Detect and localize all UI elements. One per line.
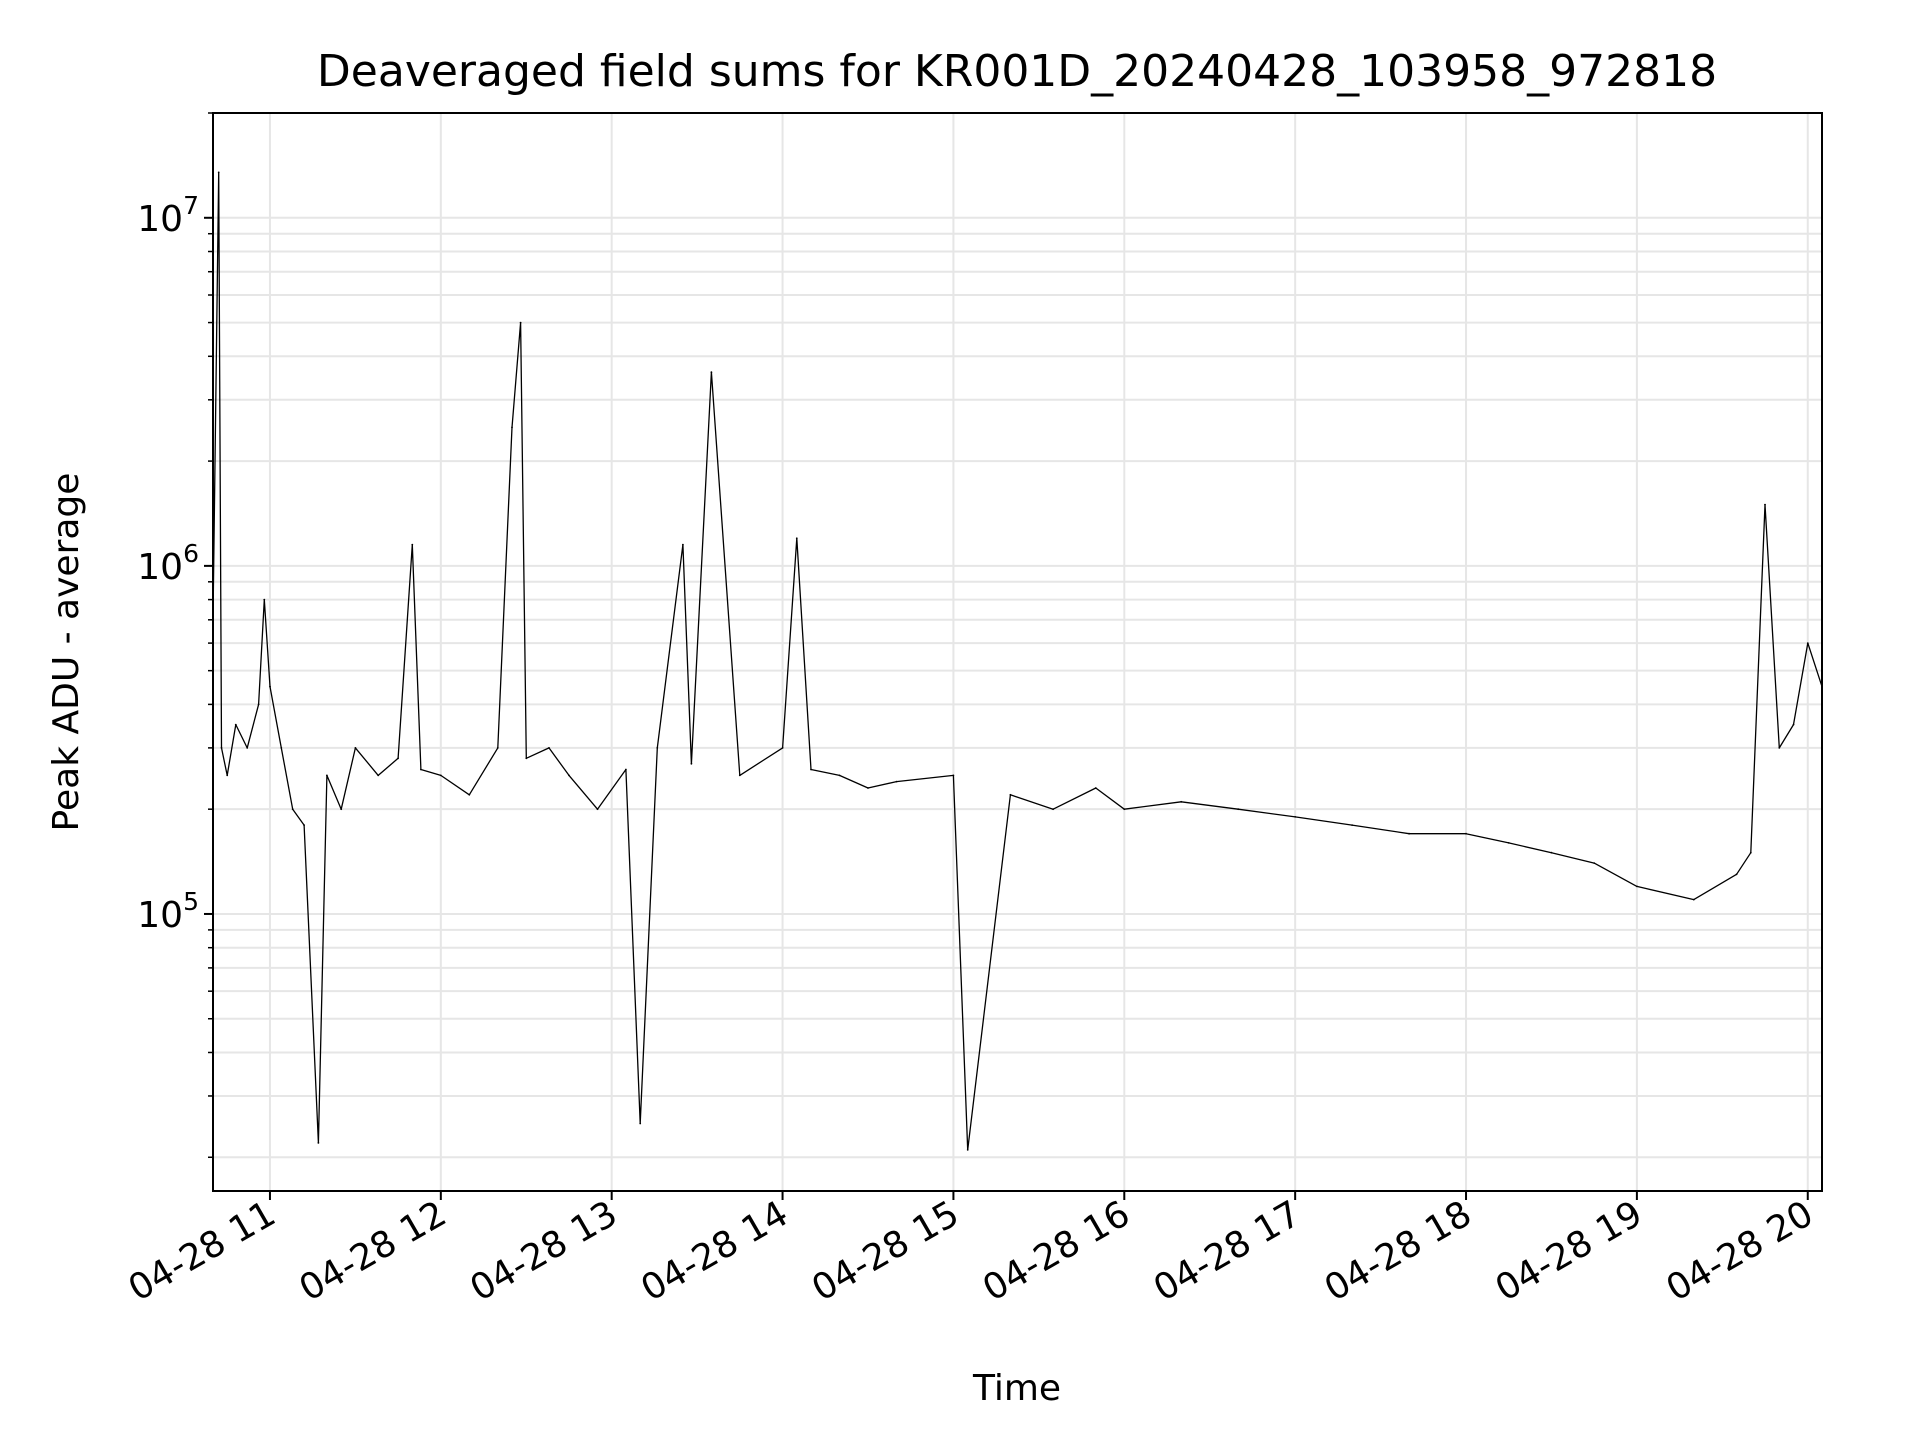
data-point [1778, 747, 1781, 749]
data-point [1351, 824, 1353, 826]
data-point [548, 747, 550, 749]
data-point [867, 787, 869, 789]
data-point [1507, 842, 1510, 844]
y-tick-label-exponent: 5 [183, 887, 199, 916]
y-tick-label-base: 10 [137, 199, 183, 240]
data-point [439, 774, 442, 777]
data-point [1294, 816, 1297, 818]
y-axis-label: Peak ADU - average [46, 473, 87, 832]
y-tick-label-exponent: 7 [183, 191, 199, 220]
data-point [317, 1142, 320, 1144]
data-point [411, 543, 414, 546]
chart-title: Deaveraged field sums for KR001D_2024042… [317, 46, 1717, 97]
data-point [1180, 800, 1183, 803]
data-point [625, 768, 627, 771]
data-point [511, 426, 513, 429]
data-point [682, 543, 684, 546]
data-point [1052, 808, 1054, 811]
data-point [280, 747, 283, 749]
series-group [212, 171, 1823, 1151]
y-tick-label: 105 [137, 887, 199, 936]
data-point [656, 747, 659, 749]
data-point [781, 747, 784, 749]
data-point [895, 780, 898, 783]
data-point [263, 598, 266, 601]
data-point [1465, 832, 1467, 835]
data-point [1636, 885, 1638, 888]
data-point [326, 774, 328, 777]
data-point [1792, 723, 1795, 726]
data-point [1764, 503, 1766, 506]
y-tick-label: 106 [137, 539, 199, 588]
data-point [291, 808, 294, 811]
data-point [220, 747, 223, 749]
data-point [1237, 808, 1240, 811]
data-point [420, 768, 422, 771]
data-point [1593, 862, 1596, 864]
data-point [568, 774, 570, 777]
data-point [303, 824, 305, 826]
data-point [838, 774, 841, 777]
data-point [377, 774, 380, 777]
data-point [340, 808, 343, 811]
data-point [1123, 808, 1126, 811]
data-point [1735, 873, 1738, 876]
data-point [596, 808, 599, 811]
data-point [1550, 851, 1553, 854]
x-axis-label: Time [972, 1368, 1061, 1409]
data-point [226, 774, 229, 777]
data-point [966, 1149, 969, 1151]
data-point [952, 774, 955, 777]
data-point [710, 371, 713, 374]
data-point [1692, 898, 1695, 901]
data-point [1749, 851, 1752, 854]
data-point [496, 747, 499, 749]
data-point [519, 321, 522, 324]
data-point [690, 762, 693, 765]
plot-area-frame [212, 112, 1823, 1192]
data-point [810, 768, 812, 771]
data-point [1094, 787, 1097, 789]
y-tick-label-exponent: 6 [183, 539, 199, 568]
y-tick-label-base: 10 [137, 895, 183, 936]
data-point [397, 757, 399, 760]
data-point [795, 537, 798, 540]
data-point [468, 793, 471, 796]
data-point [1009, 793, 1012, 796]
y-tick-label-base: 10 [137, 547, 183, 588]
data-point [639, 1122, 642, 1125]
data-point [738, 774, 741, 777]
data-point [257, 703, 260, 706]
data-point [1806, 642, 1809, 644]
grid [213, 112, 1822, 1191]
data-point [525, 757, 528, 760]
data-point [217, 171, 220, 174]
data-point [1408, 832, 1410, 835]
series-line [212, 171, 1823, 1151]
data-point [269, 685, 271, 688]
y-tick-label: 107 [137, 191, 199, 240]
data-point [354, 747, 357, 749]
data-point [234, 723, 237, 726]
data-point [246, 747, 249, 749]
